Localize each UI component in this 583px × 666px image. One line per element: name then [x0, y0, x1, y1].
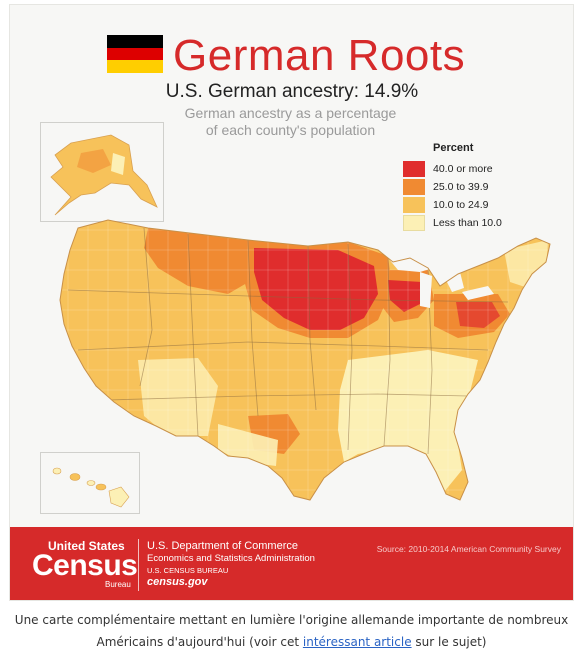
- legend-item: 40.0 or more: [403, 160, 502, 177]
- source-note: Source: 2010-2014 American Community Sur…: [376, 544, 561, 554]
- description-line-2: of each county's population: [205, 122, 376, 138]
- census-website: census.gov: [147, 576, 208, 588]
- map-figure: German Roots U.S. German ancestry: 14.9%…: [9, 4, 574, 601]
- administration-name: Economics and Statistics Administration: [147, 553, 315, 564]
- alaska-shape: [50, 134, 158, 216]
- bureau-name: U.S. CENSUS BUREAU: [147, 566, 229, 575]
- german-flag-icon: [107, 35, 163, 73]
- census-logo-bureau: Bureau: [105, 580, 131, 589]
- department-name: U.S. Department of Commerce: [147, 540, 298, 552]
- description-line-1: German ancestry as a percentage: [184, 105, 397, 121]
- legend-label: Less than 10.0: [433, 216, 502, 229]
- census-footer: United States Census Bureau U.S. Departm…: [10, 527, 573, 600]
- legend-title: Percent: [433, 142, 474, 154]
- legend-swatch: [403, 214, 425, 231]
- legend-label: 40.0 or more: [433, 162, 493, 175]
- flag-stripe-red: [107, 47, 163, 61]
- legend-label: 25.0 to 39.9: [433, 180, 489, 193]
- legend-swatch: [403, 160, 425, 177]
- census-logo-top: United States: [48, 539, 125, 553]
- hawaii-inset: [40, 452, 140, 514]
- legend-swatch: [403, 196, 425, 213]
- legend: Percent 40.0 or more 25.0 to 39.9 10.0 t…: [403, 142, 502, 232]
- census-logo: Census: [32, 549, 138, 582]
- flag-stripe-black: [107, 35, 163, 48]
- legend-item: 10.0 to 24.9: [403, 196, 502, 213]
- flag-stripe-gold: [107, 60, 163, 73]
- legend-item: 25.0 to 39.9: [403, 178, 502, 195]
- alaska-inset: [40, 122, 164, 222]
- legend-label: 10.0 to 24.9: [433, 198, 489, 211]
- hawaii-shape: [52, 467, 130, 508]
- footer-divider: [138, 539, 139, 591]
- department-info: U.S. Department of Commerce Economics an…: [147, 540, 315, 588]
- article-link[interactable]: intéressant article: [302, 635, 412, 649]
- map-title: German Roots: [173, 31, 466, 80]
- caption-text: Une carte complémentaire mettant en lumi…: [14, 613, 569, 649]
- legend-swatch: [403, 178, 425, 195]
- image-caption: Une carte complémentaire mettant en lumi…: [0, 609, 583, 653]
- map-description: German ancestry as a percentage of each …: [173, 105, 408, 139]
- map-subtitle: U.S. German ancestry: 14.9%: [165, 81, 419, 102]
- us-map-svg: [59, 219, 551, 501]
- caption-text-end: sur le sujet): [411, 635, 487, 649]
- legend-item: Less than 10.0: [403, 214, 502, 231]
- us-map: [48, 210, 568, 524]
